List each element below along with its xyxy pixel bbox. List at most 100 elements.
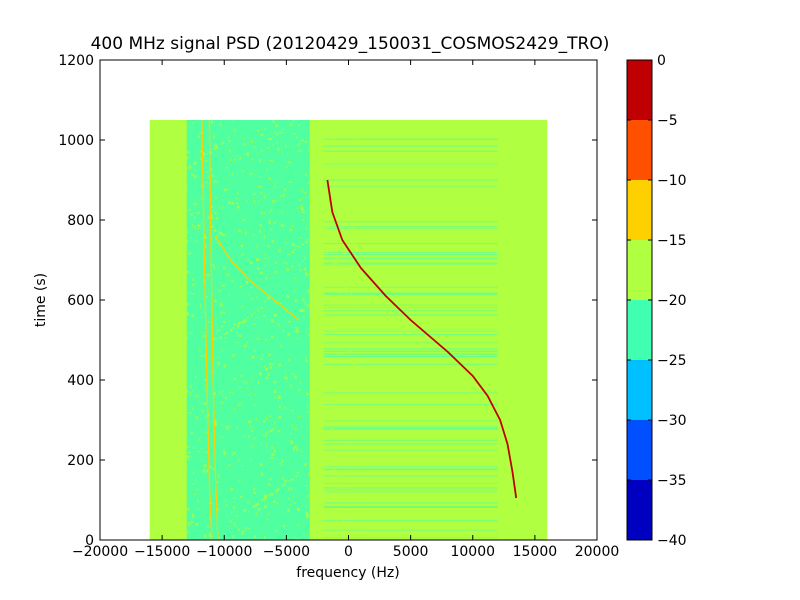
signal-trace: [201, 119, 213, 540]
noise-speckle: [288, 498, 290, 500]
noise-speckle: [300, 207, 304, 211]
y-tick-label: 1000: [58, 133, 94, 149]
noise-speckle: [189, 392, 192, 396]
noise-speckle: [197, 450, 201, 453]
noise-speckle: [214, 211, 217, 214]
colorbar-tick-label: −30: [657, 413, 687, 429]
noise-speckle: [193, 216, 197, 219]
noise-speckle: [348, 389, 350, 391]
noise-speckle: [263, 420, 266, 423]
noise-speckle: [306, 405, 308, 408]
noise-speckle: [343, 522, 346, 525]
noise-speckle: [276, 502, 279, 505]
noise-speckle: [181, 297, 185, 300]
noise-speckle: [183, 509, 186, 513]
noise-speckle: [281, 484, 284, 487]
noise-speckle: [189, 385, 192, 388]
noise-speckle: [324, 227, 327, 230]
noise-speckle: [220, 391, 223, 393]
noise-speckle: [308, 333, 312, 337]
noise-speckle: [328, 224, 331, 228]
noise-speckle: [269, 210, 271, 214]
noise-speckle: [183, 527, 186, 531]
noise-speckle: [234, 341, 237, 343]
noise-speckle: [250, 460, 253, 462]
noise-speckle: [200, 355, 203, 357]
noise-speckle: [202, 469, 206, 473]
noise-speckle: [262, 315, 266, 317]
noise-speckle: [299, 236, 302, 239]
noise-speckle: [335, 527, 338, 530]
noise-speckle: [303, 533, 305, 536]
noise-speckle: [204, 235, 207, 239]
noise-speckle: [263, 253, 266, 255]
noise-speckle: [204, 534, 207, 538]
noise-speckle: [250, 314, 253, 317]
noise-speckle: [261, 474, 264, 476]
noise-speckle: [270, 208, 273, 212]
noise-speckle: [185, 350, 187, 353]
noise-speckle: [251, 355, 255, 359]
noise-speckle: [216, 481, 219, 483]
noise-speckle: [183, 436, 185, 439]
noise-speckle: [348, 204, 352, 207]
noise-speckle: [226, 273, 230, 276]
noise-speckle: [325, 287, 327, 290]
noise-speckle: [306, 392, 309, 396]
noise-speckle: [344, 470, 346, 472]
noise-speckle: [213, 267, 216, 269]
noise-speckle: [223, 453, 226, 456]
noise-speckle: [207, 525, 210, 528]
noise-speckle: [249, 426, 253, 428]
noise-streak: [323, 429, 498, 431]
noise-speckle: [318, 334, 320, 336]
noise-speckle: [324, 169, 328, 172]
noise-speckle: [306, 289, 310, 293]
noise-speckle: [242, 306, 244, 309]
noise-speckle: [272, 143, 274, 146]
noise-speckle: [244, 318, 247, 322]
noise-speckle: [287, 152, 289, 155]
noise-speckle: [313, 418, 315, 421]
x-axis-label: frequency (Hz): [296, 565, 399, 581]
noise-speckle: [319, 518, 321, 521]
noise-speckle: [268, 353, 271, 356]
noise-speckle: [241, 465, 244, 467]
noise-speckle: [228, 149, 231, 153]
noise-speckle: [335, 141, 337, 145]
noise-speckle: [271, 453, 275, 457]
noise-speckle: [263, 497, 266, 501]
noise-speckle: [282, 524, 285, 528]
noise-speckle: [290, 487, 292, 491]
noise-speckle: [268, 138, 270, 140]
noise-speckle: [221, 407, 223, 409]
noise-speckle: [257, 309, 259, 312]
noise-speckle: [219, 336, 223, 339]
noise-speckle: [230, 487, 233, 491]
noise-speckle: [308, 327, 311, 330]
noise-speckle: [274, 270, 278, 273]
noise-speckle: [353, 304, 356, 308]
noise-speckle: [305, 271, 308, 274]
noise-speckle: [345, 405, 347, 408]
noise-speckle: [220, 289, 222, 292]
noise-speckle: [210, 216, 214, 219]
noise-speckle: [314, 442, 316, 445]
noise-speckle: [276, 489, 278, 493]
noise-speckle: [352, 284, 355, 288]
noise-speckle: [204, 378, 208, 381]
noise-speckle: [340, 279, 344, 283]
colorbar-tick-label: −20: [657, 293, 687, 309]
noise-speckle: [297, 337, 299, 340]
noise-speckle: [282, 128, 285, 131]
noise-speckle: [294, 536, 296, 539]
noise-speckle: [232, 497, 236, 499]
noise-speckle: [181, 328, 184, 330]
noise-speckle: [253, 437, 256, 440]
noise-speckle: [313, 299, 315, 303]
noise-speckle: [259, 463, 263, 466]
noise-speckle: [260, 472, 263, 475]
noise-speckle: [293, 502, 296, 504]
noise-speckle: [194, 376, 197, 379]
noise-speckle: [323, 294, 326, 296]
